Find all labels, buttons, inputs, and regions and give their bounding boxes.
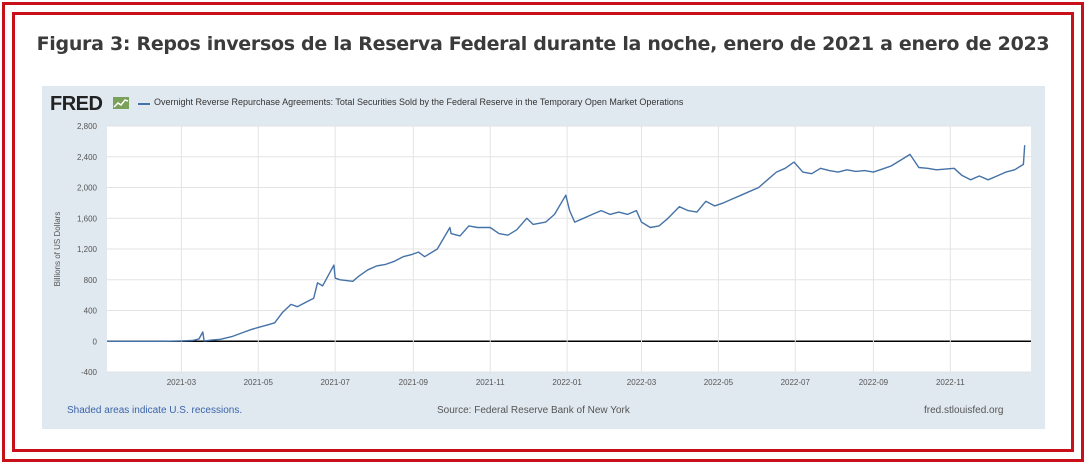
y-tick-label: 1,200 xyxy=(77,245,98,254)
recessions-note: Shaded areas indicate U.S. recessions. xyxy=(67,405,243,416)
y-axis-label: Billions of US Dollars xyxy=(53,212,62,287)
x-tick-label: 2022-07 xyxy=(781,378,811,387)
x-tick-label: 2022-11 xyxy=(936,378,965,387)
y-tick-label: -400 xyxy=(81,368,98,377)
y-tick-label: 1,600 xyxy=(77,214,98,223)
x-tick-label: 2021-03 xyxy=(167,378,197,387)
y-tick-label: 2,400 xyxy=(77,153,98,162)
y-tick-label: 2,800 xyxy=(77,122,98,131)
series-line xyxy=(107,145,1026,342)
figure-title: Figura 3: Repos inversos de la Reserva F… xyxy=(36,33,1050,55)
y-tick-label: 2,000 xyxy=(77,184,98,193)
x-tick-label: 2021-05 xyxy=(244,378,274,387)
x-tick-label: 2022-01 xyxy=(552,378,582,387)
y-tick-label: 400 xyxy=(84,307,98,316)
x-tick-label: 2022-05 xyxy=(704,378,734,387)
fred-logo[interactable]: FRED xyxy=(50,93,103,115)
fred-logo-chart-icon xyxy=(113,97,129,109)
x-tick-label: 2022-03 xyxy=(627,378,657,387)
fred-site-link[interactable]: fred.stlouisfed.org xyxy=(924,405,1004,416)
x-tick-label: 2022-09 xyxy=(859,378,889,387)
y-tick-label: 800 xyxy=(84,276,98,285)
legend-swatch xyxy=(138,103,150,105)
y-tick-label: 0 xyxy=(93,337,98,346)
legend-label: Overnight Reverse Repurchase Agreements:… xyxy=(154,97,684,107)
inner-red-frame xyxy=(12,12,1074,452)
x-tick-label: 2021-11 xyxy=(476,378,505,387)
x-tick-label: 2021-07 xyxy=(320,378,350,387)
x-tick-label: 2021-09 xyxy=(399,378,429,387)
source-note: Source: Federal Reserve Bank of New York xyxy=(437,405,630,416)
